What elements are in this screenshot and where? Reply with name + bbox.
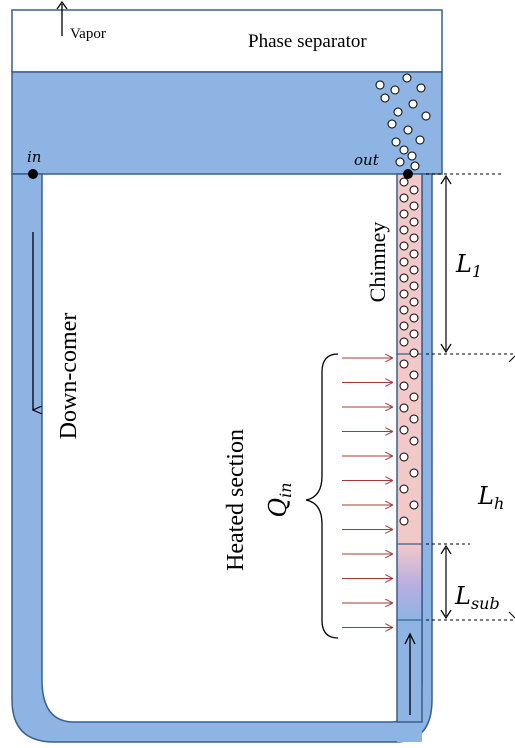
separator-vapor-space — [11, 9, 443, 73]
bubble — [399, 516, 409, 526]
bubble — [399, 337, 409, 347]
l1-subscript: 1 — [472, 262, 482, 281]
bubble — [409, 392, 419, 402]
l1-symbol: L — [455, 250, 472, 278]
bubble — [409, 249, 419, 259]
phase-separator — [11, 9, 443, 175]
dimension-lines — [426, 173, 515, 621]
bubble — [380, 93, 390, 103]
bubble — [399, 425, 409, 435]
chimney-label: Chimney — [365, 222, 390, 303]
bubble — [409, 348, 419, 358]
bubble — [409, 468, 419, 478]
bubble — [399, 209, 409, 219]
bubble — [409, 436, 419, 446]
q-symbol: Q — [264, 498, 292, 518]
l1-label: L1 — [455, 250, 482, 281]
lh-symbol: L — [477, 482, 494, 510]
bubble — [421, 111, 431, 121]
bubble — [409, 185, 419, 195]
bubble — [399, 484, 409, 494]
heater-arrows — [342, 358, 392, 628]
heated-section-brace — [305, 353, 339, 639]
bubble — [399, 145, 409, 155]
bubble — [399, 225, 409, 235]
lh-subscript: h — [494, 494, 504, 513]
lsub-symbol: L — [454, 582, 471, 610]
outlet-node — [403, 169, 413, 179]
q-in-label: Qin — [264, 482, 295, 517]
bubble — [409, 297, 419, 307]
lsub-label: Lsub — [454, 582, 500, 613]
riser-flow-arrow-head — [404, 632, 416, 645]
bubble — [407, 151, 417, 161]
bubble — [399, 452, 409, 462]
downcomer-label: Down-comer — [56, 313, 82, 440]
separator-bubbles — [375, 73, 431, 171]
inlet-label: in — [27, 148, 41, 166]
bubble — [393, 107, 403, 117]
bubble — [399, 177, 409, 187]
bubble — [399, 403, 409, 413]
bubble — [395, 157, 405, 167]
lsub-subscript: sub — [471, 594, 500, 613]
bubble — [409, 217, 419, 227]
vapor-arrow-head — [56, 0, 68, 10]
bubble — [399, 359, 409, 369]
riser-bubbles — [399, 177, 419, 526]
bubble — [409, 265, 419, 275]
bubble — [415, 135, 425, 145]
bubble — [399, 289, 409, 299]
lh-label: Lh — [477, 482, 504, 513]
bubble — [391, 137, 401, 147]
bubble — [409, 233, 419, 243]
bubble — [409, 370, 419, 380]
bubble — [402, 73, 412, 83]
separator-liquid — [11, 71, 443, 175]
bubble — [403, 125, 413, 135]
outlet-label: out — [354, 151, 380, 169]
bubble — [409, 500, 419, 510]
bubble — [416, 83, 426, 93]
bubble — [387, 119, 397, 129]
bubble — [375, 80, 385, 90]
vapor-label: Vapor — [70, 26, 106, 42]
bubble — [408, 99, 418, 109]
bubble — [409, 313, 419, 323]
bubble — [399, 305, 409, 315]
phase-separator-label: Phase separator — [248, 31, 367, 52]
bubble — [399, 241, 409, 251]
bubble — [399, 381, 409, 391]
bubble — [409, 414, 419, 424]
bubble — [409, 329, 419, 339]
bubble — [399, 193, 409, 203]
bubble — [399, 273, 409, 283]
bubble — [409, 281, 419, 291]
bubble — [399, 321, 409, 331]
riser-subcooled-region — [397, 544, 422, 620]
q-subscript: in — [276, 482, 295, 497]
inlet-node — [28, 169, 38, 179]
bubble — [399, 257, 409, 267]
bubble — [390, 85, 400, 95]
bubble — [409, 201, 419, 211]
bubble — [410, 161, 420, 171]
heated-section-label: Heated section — [223, 429, 249, 571]
